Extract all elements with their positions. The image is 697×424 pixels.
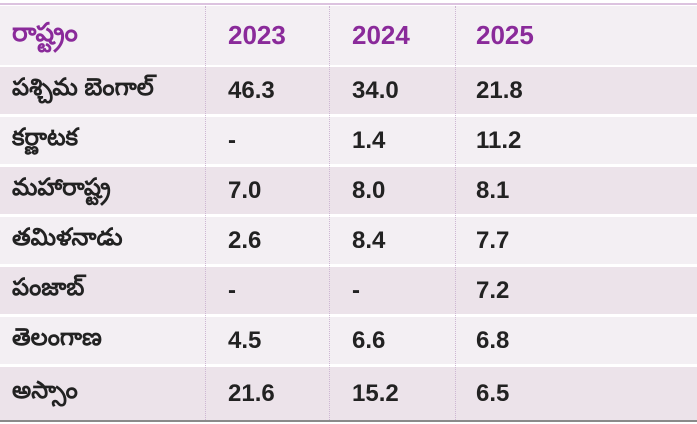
- value-2024: 8.0: [352, 176, 386, 204]
- value-2024: 1.4: [352, 126, 386, 154]
- table-row: పంజాబ్ - - 7.2: [0, 267, 697, 314]
- table-row: మహారాష్ట్ర 7.0 8.0 8.1: [0, 167, 697, 214]
- state-name: పశ్చిమ బెంగాల్: [12, 74, 154, 101]
- value-2023: -: [228, 126, 236, 154]
- value-2025: 7.2: [476, 276, 510, 304]
- value-2025: 21.8: [476, 76, 523, 104]
- header-state: రాష్ట్రం: [12, 17, 78, 47]
- value-2024: 34.0: [352, 76, 399, 104]
- column-divider: [455, 6, 456, 420]
- state-name: కర్ణాటక: [12, 124, 79, 151]
- value-2025: 6.5: [476, 379, 510, 407]
- value-2023: 21.6: [228, 379, 275, 407]
- header-2024: 2024: [352, 20, 410, 50]
- table-row: అస్సాం 21.6 15.2 6.5: [0, 367, 697, 420]
- column-divider: [205, 6, 206, 420]
- table-row: కర్ణాటక - 1.4 11.2: [0, 117, 697, 164]
- state-name: తమిళనాడు: [12, 224, 123, 251]
- table-row: తెలంగాణ 4.5 6.6 6.8: [0, 317, 697, 364]
- value-2024: 8.4: [352, 226, 386, 254]
- table-row: తమిళనాడు 2.6 8.4 7.7: [0, 217, 697, 264]
- state-name: అస్సాం: [12, 377, 78, 404]
- value-2024: 6.6: [352, 326, 386, 354]
- value-2025: 8.1: [476, 176, 510, 204]
- header-row: రాష్ట్రం 2023 2024 2025: [0, 6, 697, 65]
- top-border: [0, 3, 697, 5]
- value-2023: -: [228, 276, 236, 304]
- value-2024: 15.2: [352, 379, 399, 407]
- state-name: తెలంగాణ: [12, 324, 102, 351]
- value-2023: 4.5: [228, 326, 262, 354]
- table-row: పశ్చిమ బెంగాల్ 46.3 34.0 21.8: [0, 67, 697, 114]
- value-2023: 2.6: [228, 226, 262, 254]
- value-2025: 7.7: [476, 226, 510, 254]
- header-2025: 2025: [476, 20, 534, 50]
- value-2023: 46.3: [228, 76, 275, 104]
- value-2025: 6.8: [476, 326, 510, 354]
- value-2023: 7.0: [228, 176, 262, 204]
- state-name: మహారాష్ట్ర: [12, 174, 111, 201]
- value-2024: -: [352, 276, 360, 304]
- header-2023: 2023: [228, 20, 286, 50]
- bottom-border: [0, 420, 697, 422]
- column-divider: [329, 6, 330, 420]
- state-name: పంజాబ్: [12, 274, 85, 301]
- value-2025: 11.2: [476, 126, 522, 154]
